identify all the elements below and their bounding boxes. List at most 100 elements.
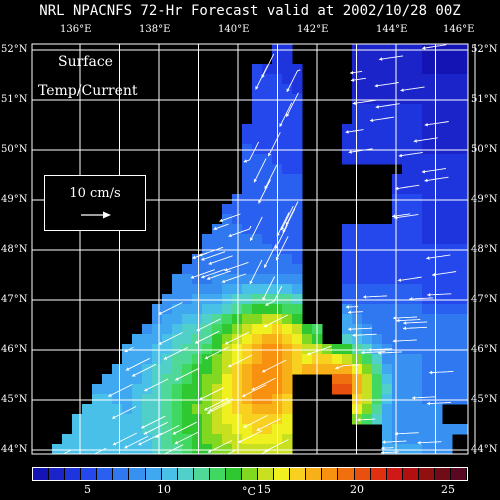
temperature-cell xyxy=(342,154,353,165)
temperature-cell xyxy=(422,164,433,175)
current-arrowhead xyxy=(228,233,232,238)
temperature-cell xyxy=(462,134,468,145)
temperature-cell xyxy=(442,294,453,305)
temperature-cell xyxy=(152,344,163,355)
temperature-cell xyxy=(412,124,423,135)
temperature-cell xyxy=(142,334,153,345)
temperature-cell xyxy=(442,144,453,155)
temperature-cell xyxy=(162,304,173,315)
temperature-cell xyxy=(432,254,443,265)
temperature-cell xyxy=(262,174,273,185)
temperature-cell xyxy=(262,154,273,165)
temperature-cell xyxy=(92,434,103,445)
current-streamline xyxy=(243,141,260,163)
current-arrowhead xyxy=(424,178,428,183)
temperature-cell xyxy=(462,244,468,255)
temperature-cell xyxy=(242,154,253,165)
temperature-cell xyxy=(462,194,468,205)
temperature-cell xyxy=(442,394,453,405)
temperature-cell xyxy=(322,354,333,365)
temperature-cell xyxy=(402,444,413,454)
temperature-cell xyxy=(392,84,403,95)
current-streamline xyxy=(427,293,452,296)
temperature-cell xyxy=(342,354,353,365)
temperature-cell xyxy=(352,294,363,305)
temperature-cell xyxy=(192,384,203,395)
temperature-cell xyxy=(242,374,253,385)
temperature-cell xyxy=(262,324,273,335)
temperature-cell xyxy=(182,334,193,345)
current-streamline xyxy=(131,363,157,377)
temperature-cell xyxy=(322,344,333,355)
temperature-cell xyxy=(202,334,213,345)
temperature-cell xyxy=(282,334,293,345)
temperature-cell xyxy=(392,154,403,165)
temperature-cell xyxy=(182,434,193,445)
current-arrowhead xyxy=(412,396,416,400)
temperature-cell xyxy=(142,434,153,445)
temperature-cell xyxy=(122,424,133,435)
temperature-cell xyxy=(162,414,173,425)
temperature-cell xyxy=(262,144,273,155)
temperature-cell xyxy=(362,354,373,365)
temperature-cell xyxy=(382,74,393,85)
current-streamline xyxy=(426,402,451,405)
temperature-cell xyxy=(462,364,468,375)
temperature-cell xyxy=(432,314,443,325)
temperature-cell xyxy=(342,254,353,265)
temperature-cell xyxy=(442,164,453,175)
temperature-cell xyxy=(392,64,403,75)
temperature-cell xyxy=(362,314,373,325)
temperature-cell xyxy=(362,134,373,145)
current-streamline xyxy=(392,213,411,217)
temperature-cell xyxy=(172,304,183,315)
temperature-cell xyxy=(152,364,163,375)
temperature-cell xyxy=(162,384,173,395)
temperature-cell xyxy=(392,234,403,245)
temperature-cell xyxy=(352,64,363,75)
lat-label: 44°N xyxy=(471,444,498,455)
temperature-cell xyxy=(152,424,163,435)
temperature-cell xyxy=(432,124,443,135)
temperature-cell xyxy=(392,304,403,315)
temperature-cell xyxy=(422,104,433,115)
current-streamline xyxy=(196,318,221,332)
temperature-cell xyxy=(452,214,463,225)
temperature-cell xyxy=(352,374,363,385)
temperature-cell xyxy=(402,114,413,125)
temperature-cell xyxy=(262,114,273,125)
temperature-cell xyxy=(152,304,163,315)
temperature-cell xyxy=(452,344,463,355)
temperature-cell xyxy=(402,424,413,435)
temperature-cell xyxy=(402,264,413,275)
temperature-cell xyxy=(242,244,253,255)
temperature-cell xyxy=(82,434,93,445)
temperature-cell xyxy=(222,414,233,425)
temperature-cell xyxy=(382,404,393,415)
lon-label: 138°E xyxy=(139,24,171,35)
temperature-cell xyxy=(432,244,443,255)
temperature-cell xyxy=(142,394,153,405)
temperature-cell xyxy=(402,344,413,355)
current-streamline xyxy=(348,327,373,330)
temperature-cell xyxy=(382,134,393,145)
temperature-cell xyxy=(392,224,403,235)
temperature-cell xyxy=(282,194,293,205)
temperature-cell xyxy=(212,384,223,395)
temperature-cell xyxy=(252,214,263,225)
temperature-cell xyxy=(242,284,253,295)
temperature-cell xyxy=(232,354,243,365)
temperature-cell xyxy=(362,324,373,335)
temperature-cell xyxy=(332,364,343,375)
temperature-cell xyxy=(262,254,273,265)
temperature-cell xyxy=(152,314,163,325)
temperature-cell xyxy=(422,394,433,405)
temperature-cell xyxy=(112,434,123,445)
temperature-cell xyxy=(122,354,133,365)
current-streamline xyxy=(357,418,376,421)
lon-label: 146°E xyxy=(443,24,475,35)
current-streamline xyxy=(237,430,263,444)
temperature-cell xyxy=(412,94,423,105)
current-arrowhead xyxy=(429,370,433,375)
temperature-cell xyxy=(442,264,453,275)
